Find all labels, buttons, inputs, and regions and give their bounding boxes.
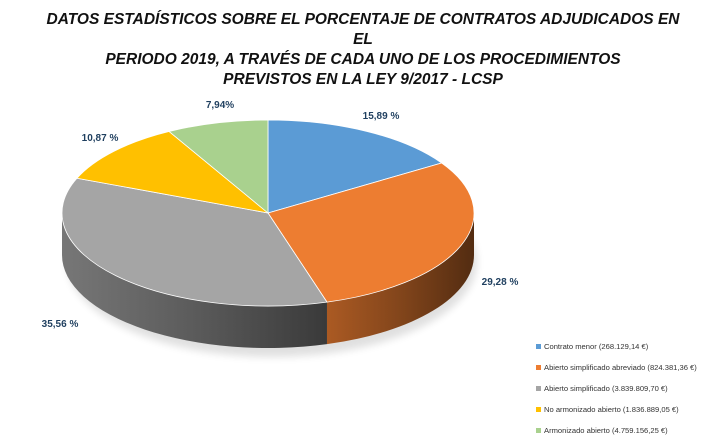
legend-label: No armonizado abierto (1.836.889,05 €): [544, 405, 679, 414]
pie-slice: [61, 177, 328, 307]
legend-item: Contrato menor (268.129,14 €): [536, 336, 724, 357]
legend-swatch: [536, 386, 541, 391]
pie-data-label: 29,28 %: [482, 277, 519, 288]
pie-slice-side: [326, 213, 475, 345]
legend-item: No armonizado abierto (1.836.889,05 €): [536, 399, 724, 420]
pie-slice: [76, 131, 270, 214]
pie-sides: [61, 213, 475, 349]
chart-title-line-2: PERIODO 2019, A TRAVÉS DE CADA UNO DE LO…: [105, 51, 621, 68]
legend-label: Contrato menor (268.129,14 €): [544, 342, 649, 351]
pie-slice: [168, 119, 269, 214]
legend-item: Armonizado abierto (4.759.156,25 €): [536, 420, 724, 441]
legend-item: Abierto simplificado (3.839.809,70 €): [536, 378, 724, 399]
pie-slice-side: [61, 213, 327, 349]
legend-swatch: [536, 365, 541, 370]
legend-swatch: [536, 428, 541, 433]
legend-swatch: [536, 407, 541, 412]
pie-data-label: 15,89 %: [363, 111, 400, 122]
pie-labels: 15,89 % 29,28 % 35,56 % 10,87 % 7,94%: [42, 100, 519, 330]
pie-slice: [267, 119, 443, 214]
legend-label: Abierto simplificado (3.839.809,70 €): [544, 384, 668, 393]
chart-title-line-3: PREVISTOS EN LA LEY 9/2017 - LCSP: [223, 71, 503, 88]
legend-item: Abierto simplificado abreviado (824.381,…: [536, 357, 724, 378]
pie-slices: [61, 119, 475, 307]
pie-data-label: 35,56 %: [42, 319, 79, 330]
legend-swatch: [536, 344, 541, 349]
pie-data-label: 7,94%: [206, 100, 234, 111]
pie-slice: [267, 162, 475, 303]
legend-label: Abierto simplificado abreviado (824.381,…: [544, 363, 697, 372]
pie-data-label: 10,87 %: [82, 133, 119, 144]
legend-label: Armonizado abierto (4.759.156,25 €): [544, 426, 668, 435]
chart-title: DATOS ESTADÍSTICOS SOBRE EL PORCENTAJE D…: [40, 10, 686, 90]
legend: Contrato menor (268.129,14 €) Abierto si…: [536, 336, 724, 441]
chart-title-line-1: DATOS ESTADÍSTICOS SOBRE EL PORCENTAJE D…: [46, 11, 680, 48]
